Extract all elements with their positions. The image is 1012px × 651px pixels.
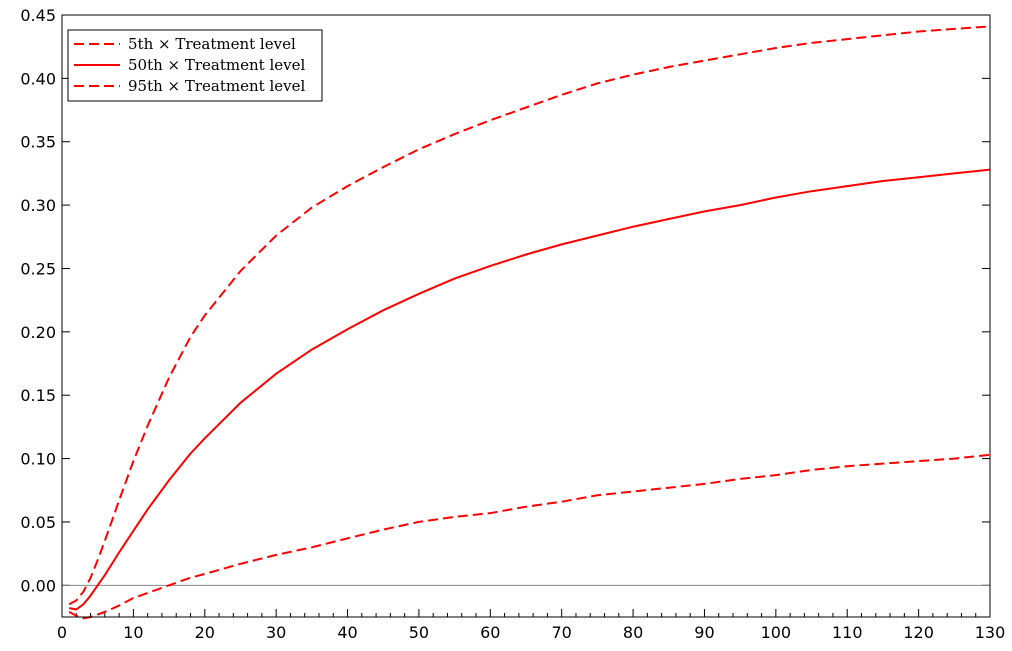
legend-label: 5th × Treatment level — [128, 35, 296, 53]
y-axis: 0.00 0.05 0.10 0.15 0.20 0.25 0.30 0.35 0.40 0.45 — [20, 6, 990, 595]
x-tick-label: 130 — [975, 623, 1006, 642]
x-tick-label: 10 — [123, 623, 143, 642]
x-tick-label: 60 — [480, 623, 500, 642]
y-tick-label: 0.40 — [20, 69, 56, 88]
x-tick-label: 120 — [903, 623, 934, 642]
y-tick-label: 0.15 — [20, 386, 56, 405]
x-tick-label: 110 — [832, 623, 863, 642]
y-tick-label: 0.25 — [20, 259, 56, 278]
x-tick-label: 20 — [195, 623, 215, 642]
y-tick-label: 0.20 — [20, 323, 56, 342]
x-tick-label: 70 — [552, 623, 572, 642]
y-tick-label: 0.45 — [20, 6, 56, 25]
x-tick-label: 80 — [623, 623, 643, 642]
x-tick-label: 90 — [694, 623, 714, 642]
x-tick-label: 0 — [57, 623, 67, 642]
legend-label: 95th × Treatment level — [128, 77, 305, 95]
series-line-1 — [68, 453, 991, 620]
plot-frame — [61, 14, 991, 618]
x-tick-label: 40 — [337, 623, 357, 642]
y-tick-label: 0.35 — [20, 133, 56, 152]
y-tick-label: 0.30 — [20, 196, 56, 215]
series-layer — [68, 25, 991, 620]
y-tick-label: 0.00 — [20, 576, 56, 595]
legend: 5th × Treatment level 50th × Treatment le… — [67, 29, 323, 102]
x-axis: 0 10 20 30 40 50 60 70 80 90 100 110 120 130 — [57, 609, 1005, 642]
y-tick-label: 0.10 — [20, 450, 56, 469]
series-line-2 — [68, 168, 991, 611]
x-tick-label: 100 — [761, 623, 792, 642]
series-line-3 — [68, 25, 991, 606]
y-tick-label: 0.05 — [20, 513, 56, 532]
x-tick-label: 50 — [409, 623, 429, 642]
x-tick-label: 30 — [266, 623, 286, 642]
legend-label: 50th × Treatment level — [128, 56, 305, 74]
